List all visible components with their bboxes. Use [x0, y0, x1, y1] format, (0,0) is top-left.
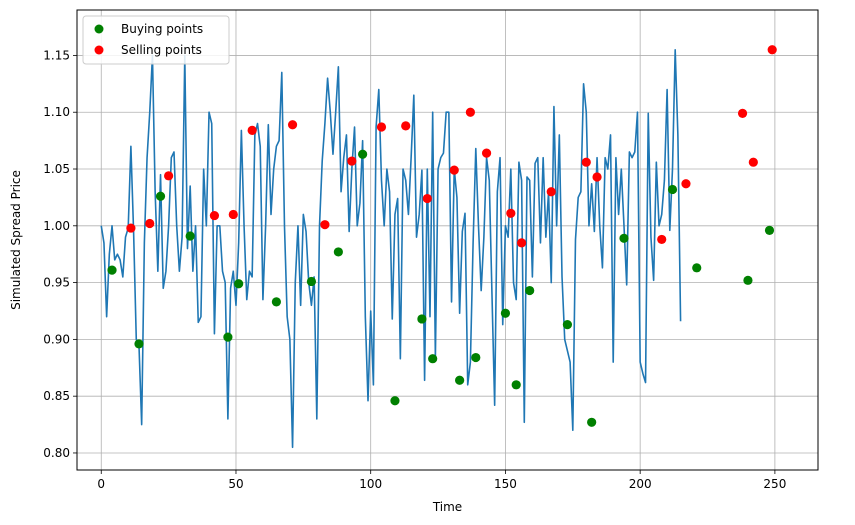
- y-tick-label: 1.05: [43, 162, 70, 176]
- selling-point: [145, 218, 155, 229]
- legend-sell-label: Selling points: [121, 43, 202, 57]
- buying-point: [428, 354, 438, 364]
- buying-point: [562, 320, 573, 330]
- x-axis-title: Time: [432, 500, 462, 514]
- buying-point: [155, 191, 166, 201]
- buying-point: [390, 396, 400, 406]
- spread-line: [100, 48, 682, 449]
- selling-point: [347, 156, 357, 166]
- selling-point: [517, 238, 527, 248]
- buying-point: [185, 231, 195, 241]
- legend-buy-label: Buying points: [121, 22, 203, 36]
- buying-point: [525, 285, 535, 296]
- y-tick-label: 0.95: [43, 276, 70, 290]
- buying-point: [743, 275, 753, 285]
- y-tick-label: 1.15: [43, 48, 70, 62]
- buying-point: [107, 265, 117, 275]
- selling-point: [481, 148, 492, 158]
- selling-point: [287, 120, 298, 130]
- selling-point: [209, 210, 220, 221]
- x-tick-label: 100: [359, 477, 382, 491]
- selling-point: [506, 208, 516, 218]
- buying-point: [306, 276, 317, 287]
- x-tick-label: 250: [763, 477, 786, 491]
- buying-point: [271, 297, 281, 307]
- buying-point: [587, 417, 597, 427]
- y-tick-label: 0.80: [43, 446, 70, 460]
- spread-line-series: [100, 48, 682, 449]
- buying-point: [619, 233, 629, 243]
- legend-sell-marker: [94, 45, 104, 55]
- selling-point: [592, 172, 602, 182]
- buying-point: [234, 279, 244, 289]
- buying-point: [511, 380, 521, 390]
- selling-points-series: [126, 45, 777, 248]
- y-axis-title: Simulated Spread Price: [9, 170, 23, 310]
- x-tick-label: 150: [494, 477, 517, 491]
- selling-point: [737, 108, 748, 118]
- y-tick-label: 1.00: [43, 219, 70, 233]
- buying-point: [333, 247, 343, 257]
- legend-box: [82, 15, 230, 65]
- buying-point: [692, 263, 702, 273]
- selling-point: [401, 121, 411, 131]
- x-tick-label: 0: [97, 477, 105, 491]
- buying-point: [500, 308, 511, 318]
- buying-point: [358, 149, 368, 159]
- legend: Buying points Selling points: [82, 15, 230, 65]
- buying-point: [223, 332, 233, 342]
- buying-point: [764, 225, 775, 235]
- buying-point: [667, 184, 678, 195]
- buying-points-series: [107, 149, 775, 427]
- buying-point: [455, 375, 465, 385]
- selling-point: [228, 209, 238, 220]
- plot-frame: [76, 9, 819, 471]
- y-tick-label: 0.85: [43, 389, 70, 403]
- x-tick-label: 50: [228, 477, 243, 491]
- y-tick-label: 1.10: [43, 105, 70, 119]
- y-tick-label: 0.90: [43, 332, 70, 346]
- buying-point: [134, 339, 144, 349]
- selling-point: [657, 234, 667, 245]
- selling-point: [681, 179, 691, 189]
- selling-point: [581, 157, 591, 167]
- legend-buy-marker: [94, 24, 104, 34]
- selling-point: [376, 122, 387, 132]
- selling-point: [748, 157, 758, 167]
- selling-point: [422, 193, 432, 204]
- selling-point: [449, 165, 459, 175]
- buying-point: [471, 352, 481, 363]
- y-axis-ticks: 0.80 0.85 0.90 0.95 1.00 1.05 1.10 1.15: [43, 48, 77, 460]
- x-axis-ticks: 0 50 100 150 200 250: [97, 470, 786, 491]
- selling-point: [465, 107, 476, 117]
- selling-point: [126, 223, 136, 233]
- selling-point: [320, 220, 330, 230]
- buying-point: [417, 314, 427, 324]
- selling-point: [247, 125, 257, 135]
- selling-point: [767, 45, 777, 55]
- selling-point: [546, 187, 556, 197]
- selling-point: [164, 171, 174, 181]
- x-tick-label: 200: [629, 477, 652, 491]
